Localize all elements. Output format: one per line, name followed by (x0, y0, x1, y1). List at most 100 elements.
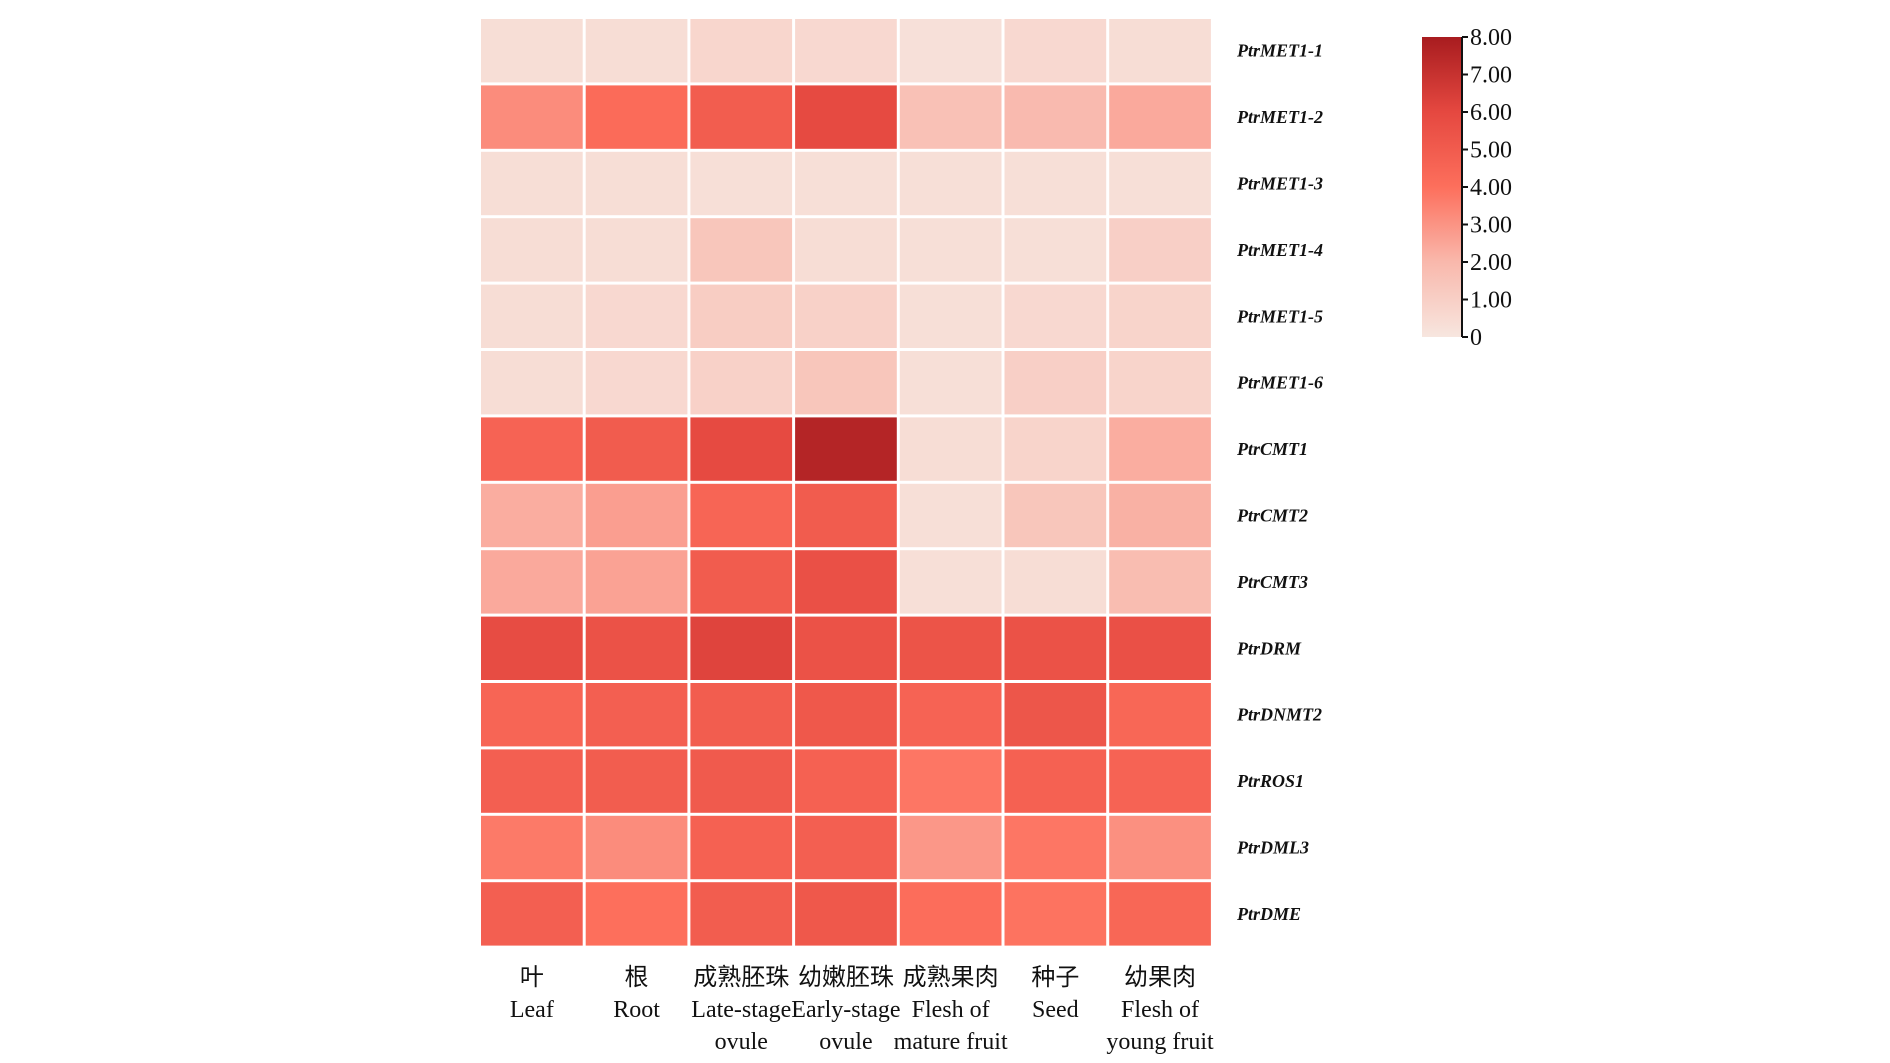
heatmap-cell (1109, 882, 1211, 946)
heatmap-cell (795, 19, 897, 83)
column-label-en: Root (613, 997, 660, 1023)
color-scale-bar (1422, 37, 1462, 337)
heatmap-cell (795, 483, 897, 548)
row-label: PtrCMT1 (1236, 439, 1308, 459)
heatmap-cell (1109, 19, 1211, 83)
column-label-en: Leaf (510, 997, 554, 1023)
heatmap-cell (690, 882, 793, 946)
heatmap-cell (1004, 483, 1107, 548)
column-label-en: young fruit (1106, 1029, 1214, 1055)
column-label-cn: 根 (625, 964, 649, 991)
column-label-cn: 成熟果肉 (903, 964, 999, 991)
heatmap-cell (481, 85, 583, 149)
column-label-cn: 幼果肉 (1124, 964, 1196, 991)
heatmap-cell (899, 218, 1002, 282)
heatmap-cell (481, 19, 583, 83)
scale-tick-label: 0 (1470, 325, 1482, 351)
heatmap-cell (899, 616, 1002, 680)
heatmap-cell (690, 218, 793, 282)
row-label: PtrMET1-3 (1236, 174, 1323, 194)
heatmap-cell (795, 417, 897, 481)
heatmap-cell (899, 683, 1002, 747)
heatmap-cell (585, 284, 688, 348)
row-label: PtrDME (1236, 904, 1301, 924)
row-label: PtrMET1-6 (1236, 373, 1323, 393)
column-label-en: Seed (1032, 997, 1079, 1023)
column-label-en: Early-stage (791, 997, 900, 1023)
heatmap-cell (585, 218, 688, 282)
heatmap-cell (899, 417, 1002, 481)
column-label-en: ovule (715, 1029, 768, 1055)
heatmap-cell (899, 85, 1002, 149)
heatmap-cell (690, 151, 793, 216)
heatmap-cell (1004, 616, 1107, 680)
column-label-en: Flesh of (1121, 997, 1199, 1023)
heatmap-cell (795, 151, 897, 216)
heatmap-cell (585, 417, 688, 481)
heatmap-cell (585, 483, 688, 548)
row-label: PtrMET1-1 (1236, 41, 1323, 61)
color-scale-ticks: 0 1.00 2.00 3.00 4.00 5.00 6.00 7.00 8.00 (1462, 25, 1512, 351)
heatmap-cell (1004, 815, 1107, 880)
heatmap-cell (1109, 151, 1211, 216)
column-label-cn: 成熟胚珠 (693, 964, 789, 991)
heatmap-cell (899, 19, 1002, 83)
heatmap-cell (1109, 683, 1211, 747)
row-label: PtrMET1-4 (1236, 240, 1323, 260)
heatmap-cell (690, 19, 793, 83)
heatmap-cell (481, 815, 583, 880)
color-scale: 0 1.00 2.00 3.00 4.00 5.00 6.00 7.00 8.00 (1422, 25, 1512, 351)
heatmap-cell (1004, 19, 1107, 83)
scale-tick-label: 6.00 (1470, 100, 1512, 126)
heatmap-cell (1004, 417, 1107, 481)
column-label-en: mature fruit (894, 1029, 1008, 1055)
heatmap-cell (899, 882, 1002, 946)
scale-tick-label: 3.00 (1470, 213, 1512, 239)
heatmap-cell (481, 550, 583, 614)
heatmap-cell (690, 351, 793, 415)
heatmap-cell (899, 815, 1002, 880)
heatmap-cell (1109, 815, 1211, 880)
column-label-cn: 幼嫩胚珠 (798, 964, 894, 991)
heatmap-cell (795, 882, 897, 946)
heatmap-cell (690, 483, 793, 548)
heatmap-cell (1109, 550, 1211, 614)
scale-tick-label: 7.00 (1470, 63, 1512, 89)
heatmap-cell (690, 683, 793, 747)
heatmap-cell (1109, 483, 1211, 548)
scale-tick-label: 2.00 (1470, 250, 1512, 276)
heatmap-cell (585, 616, 688, 680)
heatmap-cell (481, 616, 583, 680)
heatmap-cell (899, 284, 1002, 348)
row-label: PtrMET1-5 (1236, 306, 1323, 326)
heatmap-cell (899, 351, 1002, 415)
heatmap-cell (1004, 550, 1107, 614)
heatmap-cell (795, 616, 897, 680)
row-label: PtrCMT3 (1236, 572, 1308, 592)
heatmap-cell (481, 218, 583, 282)
scale-tick-label: 1.00 (1470, 288, 1512, 314)
row-label: PtrMET1-2 (1236, 107, 1323, 127)
heatmap-cell (690, 550, 793, 614)
heatmap-cell (1109, 85, 1211, 149)
heatmap-cell (481, 483, 583, 548)
heatmap-cell (585, 19, 688, 83)
heatmap-cell (585, 151, 688, 216)
heatmap-cell (1109, 218, 1211, 282)
heatmap-cell (585, 882, 688, 946)
row-label: PtrCMT2 (1236, 506, 1308, 526)
column-label-en: Flesh of (912, 997, 990, 1023)
heatmap-cell (481, 683, 583, 747)
heatmap-cell (795, 351, 897, 415)
heatmap-cell (795, 284, 897, 348)
heatmap-cell (481, 882, 583, 946)
heatmap-cell (1004, 284, 1107, 348)
heatmap-cell (1004, 749, 1107, 813)
heatmap-cell (690, 616, 793, 680)
heatmap-cell (481, 351, 583, 415)
heatmap-cell (899, 483, 1002, 548)
heatmap-cell (585, 683, 688, 747)
heatmap-cell (690, 417, 793, 481)
row-label: PtrDML3 (1236, 838, 1309, 858)
